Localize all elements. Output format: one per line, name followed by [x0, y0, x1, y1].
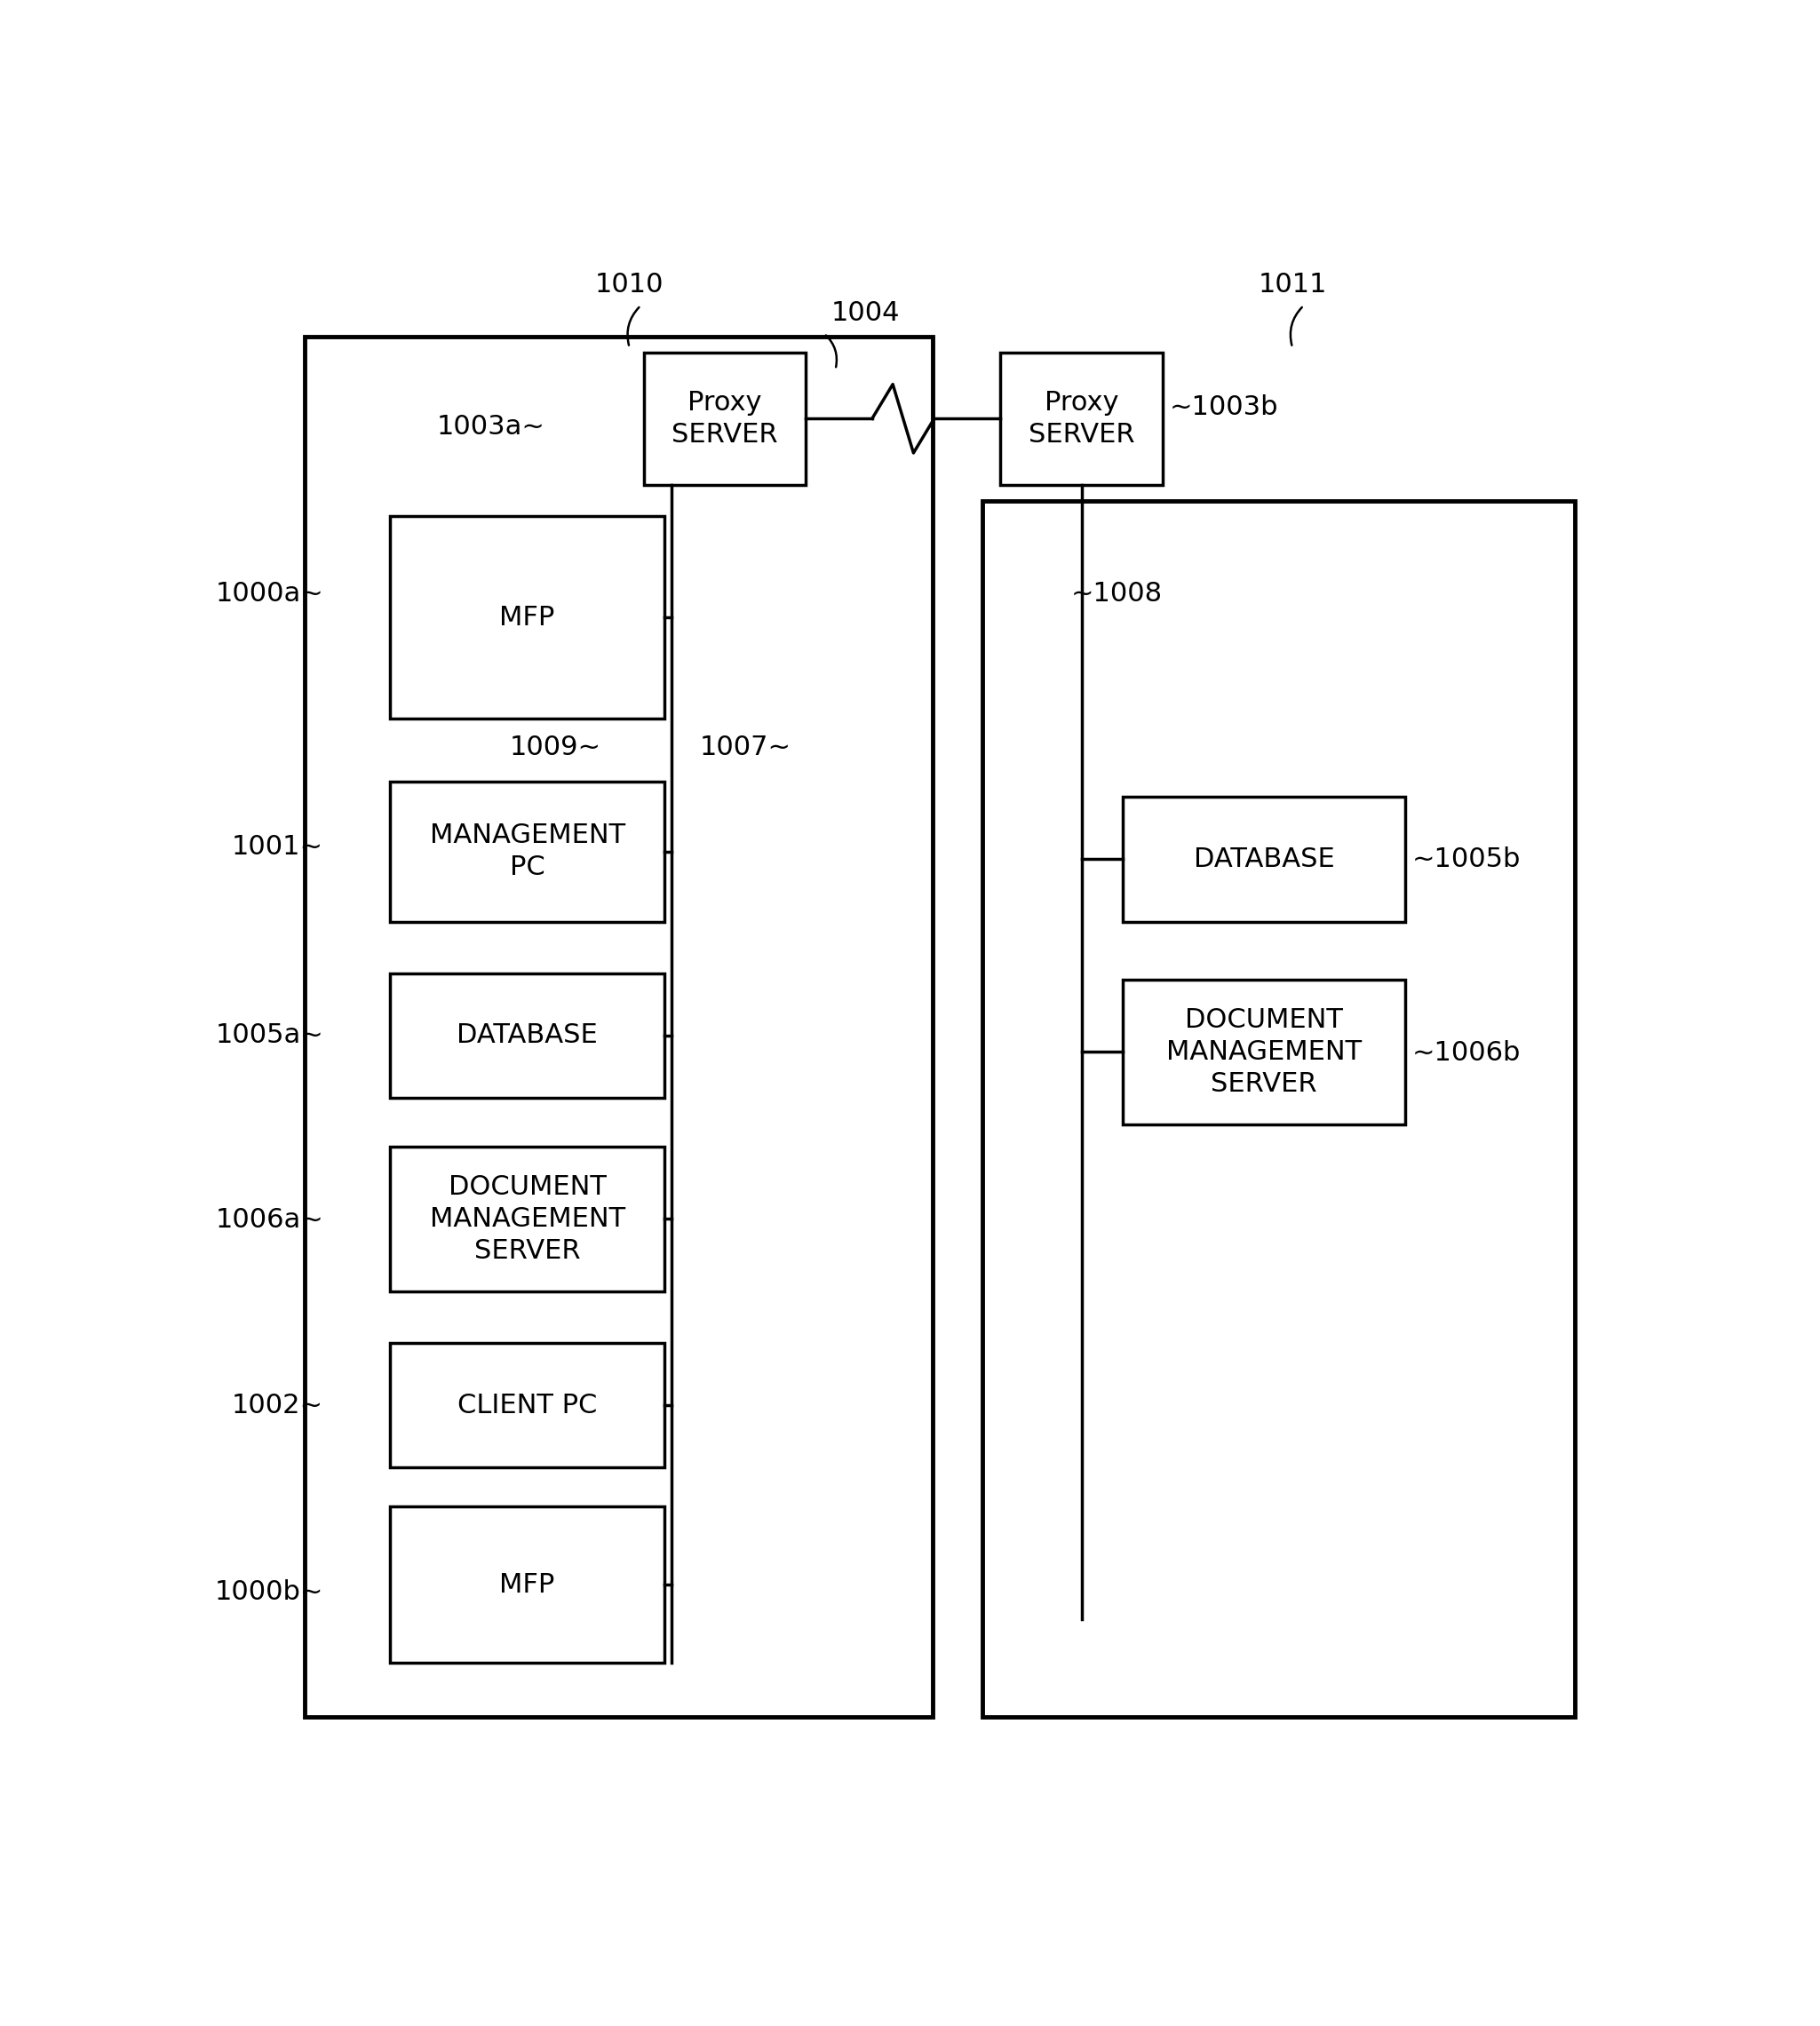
Bar: [1001, 353, 1163, 484]
Text: 1003a~: 1003a~: [437, 415, 544, 440]
Text: DOCUMENT
MANAGEMENT
SERVER: DOCUMENT MANAGEMENT SERVER: [430, 1175, 624, 1264]
Text: CLIENT PC: CLIENT PC: [457, 1392, 597, 1418]
Bar: [389, 1507, 664, 1663]
Bar: [389, 517, 664, 719]
Text: Proxy
SERVER: Proxy SERVER: [672, 389, 777, 448]
Text: 1000b~: 1000b~: [215, 1580, 324, 1605]
Text: 1010: 1010: [595, 271, 664, 298]
Bar: [389, 782, 664, 922]
Text: 1001~: 1001~: [231, 835, 324, 859]
Text: 1009~: 1009~: [510, 735, 601, 760]
Text: 1011: 1011: [1258, 271, 1327, 298]
Bar: [1123, 979, 1405, 1124]
Text: ~1003b: ~1003b: [1170, 393, 1278, 419]
Text: 1004: 1004: [832, 300, 901, 326]
Bar: [1123, 796, 1405, 922]
Text: DATABASE: DATABASE: [457, 1023, 597, 1049]
Text: 1007~: 1007~: [701, 735, 792, 760]
Bar: [389, 972, 664, 1098]
Text: DATABASE: DATABASE: [1194, 847, 1334, 873]
Bar: [389, 1343, 664, 1467]
Text: DOCUMENT
MANAGEMENT
SERVER: DOCUMENT MANAGEMENT SERVER: [1167, 1007, 1361, 1096]
Text: 1005a~: 1005a~: [215, 1023, 324, 1049]
Text: 1002~: 1002~: [231, 1392, 324, 1418]
Text: 1000a~: 1000a~: [215, 581, 324, 608]
Text: 1006a~: 1006a~: [215, 1207, 324, 1232]
Text: ~1005b: ~1005b: [1412, 847, 1522, 873]
Text: MFP: MFP: [499, 604, 555, 630]
Bar: [983, 500, 1574, 1718]
Bar: [306, 336, 934, 1718]
Text: MANAGEMENT
PC: MANAGEMENT PC: [430, 823, 624, 881]
Text: ~1008: ~1008: [1070, 581, 1163, 608]
Text: MFP: MFP: [499, 1572, 555, 1599]
Text: ~1006b: ~1006b: [1412, 1039, 1522, 1066]
Bar: [644, 353, 806, 484]
Bar: [389, 1147, 664, 1291]
Text: Proxy
SERVER: Proxy SERVER: [1028, 389, 1134, 448]
